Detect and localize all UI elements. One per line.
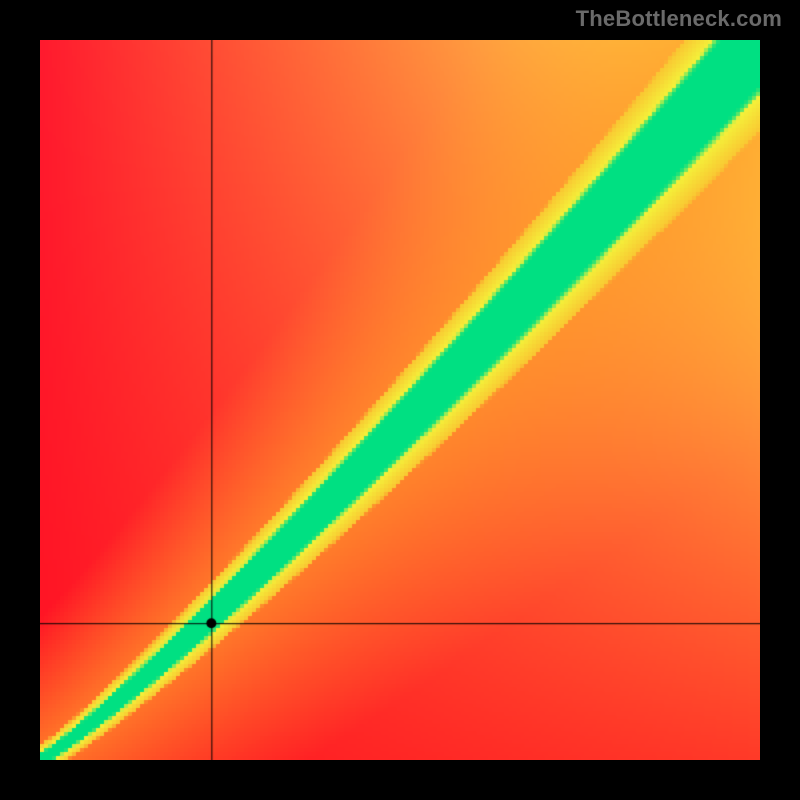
heatmap-canvas	[40, 40, 760, 760]
heatmap-plot	[40, 40, 760, 760]
watermark-text: TheBottleneck.com	[576, 6, 782, 32]
chart-container: TheBottleneck.com	[0, 0, 800, 800]
